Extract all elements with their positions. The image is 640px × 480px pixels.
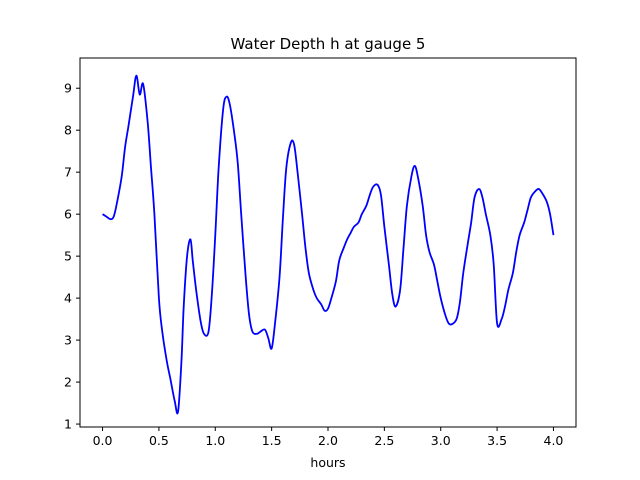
y-tick-label: 9 [64,81,72,96]
plot-area: 0.0 0.5 1.0 1.5 2.0 2.5 3.0 3.5 4.0 1 2 3 4 5 6 7 8 9 [64,57,577,448]
x-axis-ticks: 0.0 0.5 1.0 1.5 2.0 2.5 3.0 3.5 4.0 [93,427,564,448]
y-tick-label: 6 [64,207,72,222]
x-tick-label: 2.0 [318,433,338,448]
series-line [102,74,555,415]
x-tick-label: 1.0 [205,433,225,448]
x-tick-label: 1.5 [262,433,282,448]
x-tick-label: 3.0 [431,433,451,448]
chart-title: Water Depth h at gauge 5 [231,35,426,53]
y-axis-ticks: 1 2 3 4 5 6 7 8 9 [64,81,80,432]
y-tick-label: 1 [64,417,72,432]
x-tick-label: 3.5 [487,433,507,448]
series-group [102,74,555,415]
y-tick-label: 2 [64,375,72,390]
y-tick-label: 4 [64,291,72,306]
y-tick-label: 8 [64,123,72,138]
y-tick-label: 5 [64,249,72,264]
x-tick-label: 4.0 [544,433,564,448]
x-tick-label: 2.5 [374,433,394,448]
x-tick-label: 0.5 [149,433,169,448]
y-tick-label: 3 [64,333,72,348]
x-axis-label: hours [310,455,345,470]
y-tick-label: 7 [64,165,72,180]
x-tick-label: 0.0 [93,433,113,448]
